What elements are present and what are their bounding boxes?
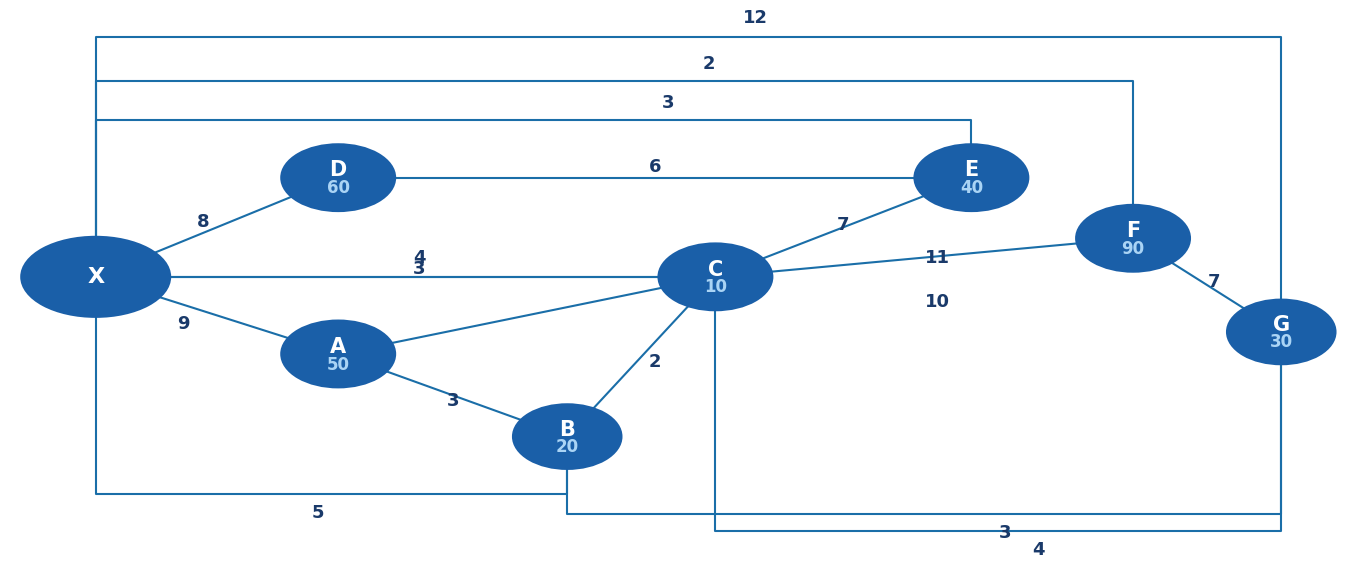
Ellipse shape (513, 405, 621, 468)
Text: 20: 20 (556, 438, 579, 456)
Text: 7: 7 (837, 216, 849, 234)
Text: 90: 90 (1122, 240, 1145, 258)
Text: F: F (1126, 221, 1141, 241)
Ellipse shape (659, 244, 772, 310)
Text: 10: 10 (703, 279, 726, 296)
Text: 4: 4 (413, 248, 425, 266)
Text: 10: 10 (925, 293, 950, 311)
Text: 30: 30 (1270, 333, 1293, 351)
Text: 5: 5 (312, 504, 324, 522)
Ellipse shape (915, 145, 1027, 211)
Text: A: A (331, 337, 346, 357)
Text: 2: 2 (702, 55, 716, 73)
Text: G: G (1273, 315, 1289, 335)
Text: 11: 11 (925, 248, 950, 266)
Text: 40: 40 (960, 179, 983, 197)
Text: 3: 3 (413, 260, 425, 278)
Text: 3: 3 (662, 93, 675, 111)
Text: 4: 4 (1033, 541, 1045, 559)
Ellipse shape (1076, 205, 1189, 271)
Text: 50: 50 (327, 356, 350, 373)
Ellipse shape (282, 145, 394, 211)
Text: 3: 3 (999, 524, 1011, 542)
Ellipse shape (1227, 300, 1335, 364)
Text: 8: 8 (197, 213, 209, 231)
Text: X: X (88, 267, 104, 287)
Text: 9: 9 (177, 315, 189, 333)
Text: 60: 60 (327, 179, 350, 197)
Text: 12: 12 (744, 9, 768, 27)
Text: 3: 3 (447, 392, 459, 410)
Text: 2: 2 (648, 353, 662, 371)
Ellipse shape (22, 237, 170, 316)
Text: 6: 6 (648, 158, 662, 176)
Text: 7: 7 (1208, 274, 1220, 291)
Text: E: E (964, 160, 979, 180)
Text: B: B (559, 419, 575, 440)
Text: D: D (329, 160, 347, 180)
Text: C: C (707, 260, 724, 280)
Ellipse shape (282, 321, 394, 387)
